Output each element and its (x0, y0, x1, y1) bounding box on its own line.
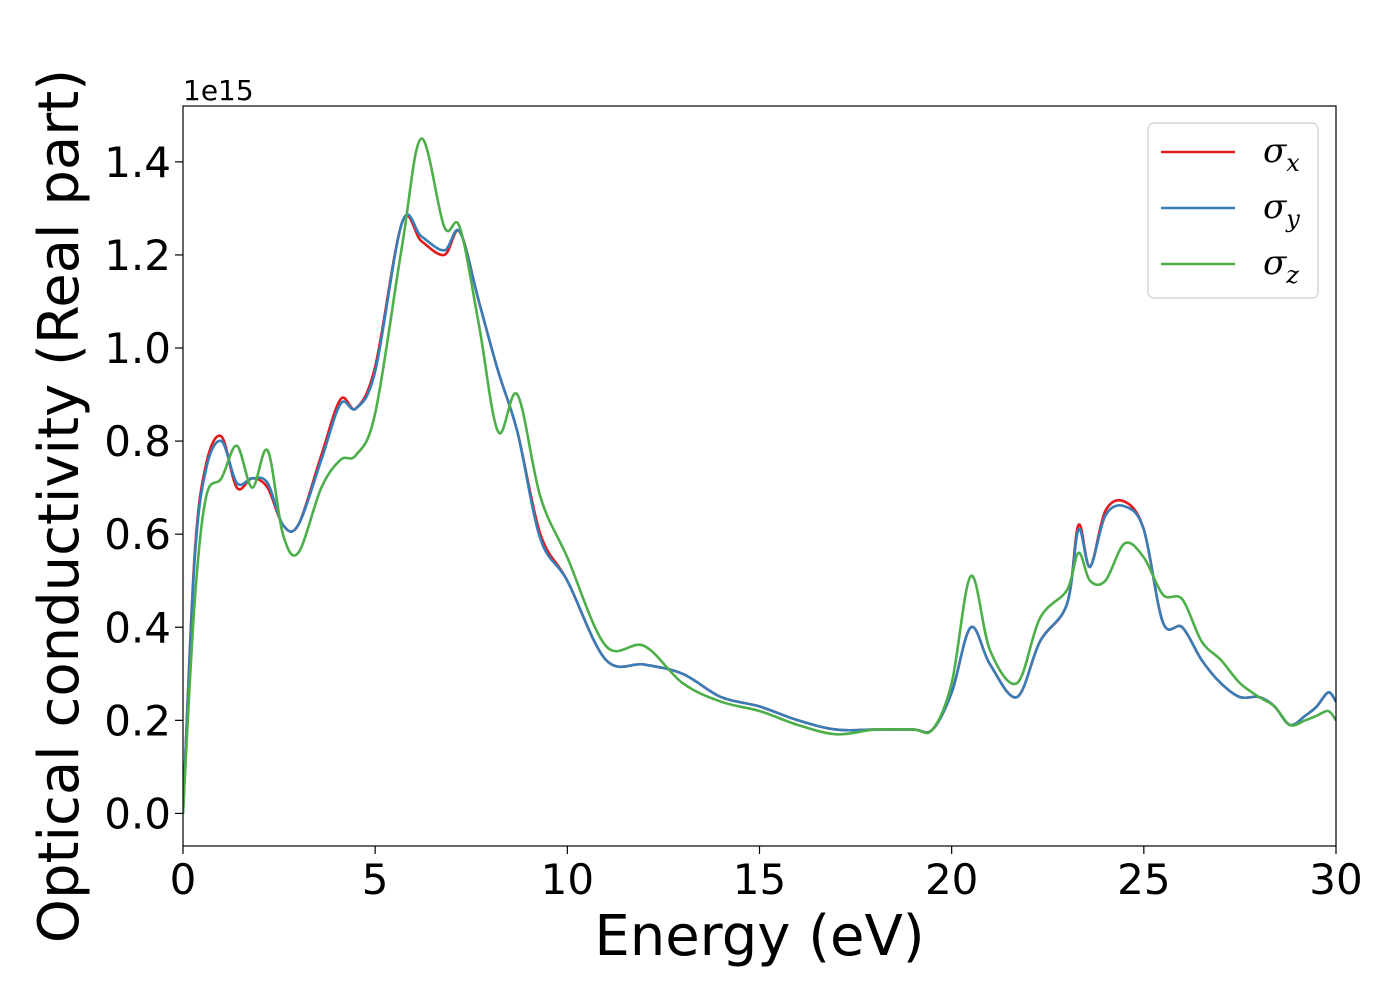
y-tick-label: 0.2 (104, 696, 171, 745)
y-tick-label: 1.4 (104, 138, 171, 187)
y-tick-label: 0.8 (104, 417, 171, 466)
y-axis-title: Optical conductivity (Real part) (27, 69, 92, 943)
series-line-sigma-z (183, 137, 1336, 814)
x-tick-label: 15 (733, 855, 786, 904)
y-offset-text: 1e15 (183, 74, 254, 107)
y-tick-label: 0.4 (104, 603, 171, 652)
legend-box (1147, 122, 1319, 299)
x-tick-label: 20 (925, 855, 978, 904)
x-axis-title: Energy (eV) (594, 904, 924, 969)
y-tick-label: 0.6 (104, 510, 171, 559)
series-line-sigma-x (183, 214, 1336, 814)
y-tick-label: 1.2 (104, 231, 171, 280)
x-tick-label: 0 (170, 855, 197, 904)
y-tick-label: 1.0 (104, 324, 171, 373)
x-tick-label: 25 (1117, 855, 1170, 904)
x-tick-label: 5 (362, 855, 389, 904)
y-tick-label: 0.0 (104, 789, 171, 838)
plot-lines (183, 137, 1336, 814)
plot-frame (182, 105, 1337, 847)
series-line-sigma-y (183, 213, 1336, 814)
x-tick-label: 30 (1309, 855, 1362, 904)
legend-label-sigma-y: σy (1263, 187, 1300, 233)
x-tick-label: 10 (541, 855, 594, 904)
plot-axes: 0 5 10 15 20 25 30 0.0 0.2 0.4 0.6 0.8 1.0 1.2 1.4 (104, 138, 1363, 904)
legend-label-sigma-x: σx (1263, 131, 1300, 177)
